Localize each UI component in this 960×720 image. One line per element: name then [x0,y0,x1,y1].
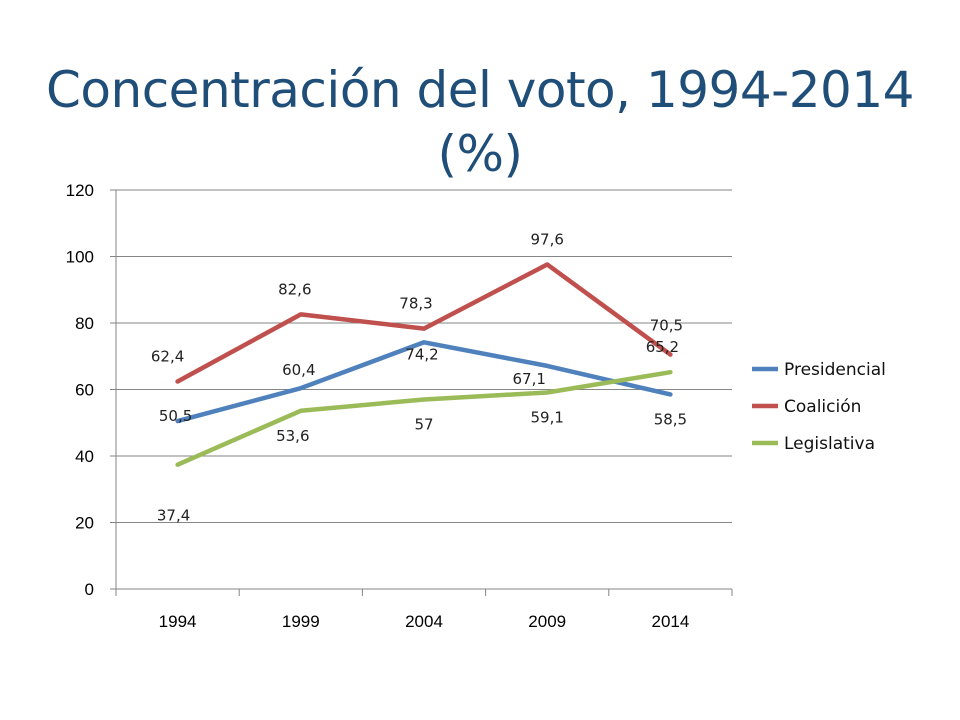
data-label: 74,2 [405,345,438,363]
legend-label: Presidencial [784,360,886,380]
data-label: 82,6 [278,280,311,298]
data-label: 50,5 [159,407,192,425]
data-label: 53,6 [276,427,309,445]
data-label: 58,5 [654,410,687,428]
x-tick-label: 2004 [405,612,443,631]
data-label: 57 [414,415,433,433]
y-tick-label: 120 [66,181,94,200]
y-tick-label: 20 [75,514,94,533]
y-tick-label: 100 [66,248,94,267]
data-label: 62,4 [151,348,184,366]
data-label: 60,4 [282,361,315,379]
data-label: 78,3 [399,295,432,313]
legend-label: Coalición [784,397,861,417]
series-lines [175,262,673,467]
x-tick-label: 1999 [282,612,320,631]
data-label: 67,1 [512,370,545,388]
y-tick-label: 80 [75,314,94,333]
legend: Presidencial Coalición Legislativa [752,360,886,454]
axes: 0 20 40 60 80 100 120 1994 1999 2004 2009 2014 [66,181,733,631]
legend-label: Legislativa [784,434,875,454]
data-label: 37,4 [157,507,190,525]
x-tick-label: 1994 [159,612,197,631]
y-tick-label: 40 [75,447,94,466]
x-tick-label: 2014 [651,612,689,631]
data-label: 97,6 [530,230,563,248]
y-tick-label: 60 [75,381,94,400]
data-labels: 50,5 60,4 74,2 67,1 58,5 62,4 82,6 78,3 97,6 70,5… [151,230,687,524]
data-label: 70,5 [650,317,683,335]
x-tick-label: 2009 [528,612,566,631]
chart-title: Concentración del voto, 1994-2014 (%) [46,61,914,183]
y-tick-label: 0 [85,580,94,599]
data-label: 59,1 [530,408,563,426]
data-label: 65,2 [646,338,679,356]
